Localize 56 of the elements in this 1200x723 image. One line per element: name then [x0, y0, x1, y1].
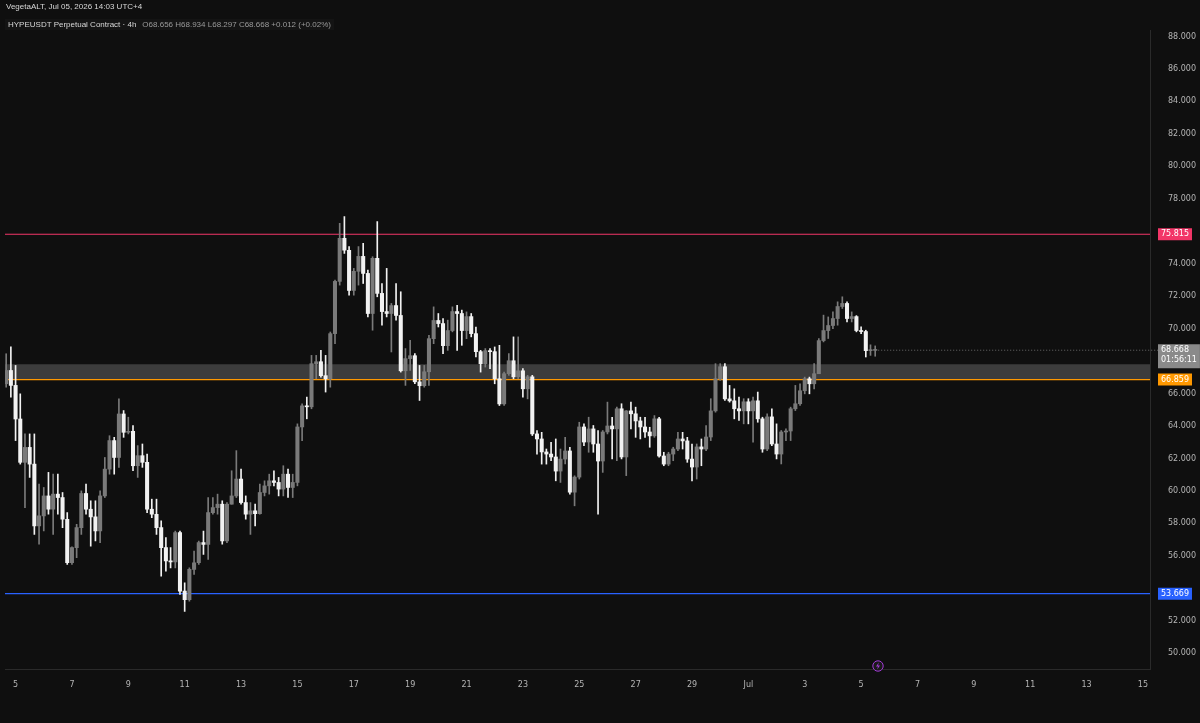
x-tick-label: 9: [971, 680, 977, 690]
y-tick-label: 52.000: [1168, 615, 1196, 625]
x-tick-label: 5: [858, 680, 864, 690]
x-tick-label: Jul: [742, 680, 754, 690]
text: 01:56:11: [1161, 355, 1197, 365]
chart-subtitle: O68.656 H68.934 L68.297 C68.668 +0.012 (+0.02%): [142, 20, 331, 29]
x-tick-label: 15: [292, 680, 303, 690]
text: VegetaALT, Jul 05, 2026 14:03 UTC+4: [6, 2, 143, 11]
y-tick-label: 64.000: [1168, 421, 1196, 431]
ref-line-label: 53.669: [1161, 588, 1189, 598]
candlestick: [516, 336, 521, 380]
y-tick-label: 66.000: [1168, 388, 1196, 398]
y-tick-label: 82.000: [1168, 128, 1196, 138]
y-tick-label: 74.000: [1168, 258, 1196, 268]
y-tick-label: 50.000: [1168, 648, 1196, 658]
x-tick-label: 7: [914, 680, 921, 690]
y-tick-label: 62.000: [1168, 453, 1196, 463]
x-tick-label: 29: [686, 680, 698, 690]
y-tick-label: 78.000: [1168, 193, 1196, 203]
x-tick-label: 15: [1137, 680, 1149, 690]
ref-line-label: 75.815: [1161, 229, 1189, 239]
candlestick: [455, 304, 460, 351]
y-tick-label: 56.000: [1168, 550, 1196, 560]
candlestick: [37, 483, 42, 545]
candlestick: [22, 433, 27, 508]
y-tick-label: 86.000: [1168, 64, 1196, 74]
annotation: 68.668: [1161, 345, 1189, 355]
x-tick-label: 13: [1081, 680, 1092, 690]
x-tick-label: 17: [348, 680, 359, 690]
y-tick-label: 80.000: [1168, 161, 1196, 171]
x-tick-label: 5: [13, 680, 19, 690]
x-tick-label: 11: [1025, 680, 1036, 690]
y-tick-label: 58.000: [1168, 518, 1196, 528]
y-tick-label: 72.000: [1168, 291, 1196, 301]
y-tick-label: 88.000: [1168, 31, 1196, 41]
x-tick-label: 25: [574, 680, 585, 690]
ref-line-label: 66.859: [1161, 374, 1189, 384]
candlestick: [596, 430, 601, 515]
y-tick-label: 60.000: [1168, 485, 1196, 495]
x-tick-label: 13: [235, 680, 247, 690]
candlestick: [126, 416, 131, 435]
candlestick: [304, 396, 309, 420]
y-tick-label: 84.000: [1168, 96, 1196, 106]
x-tick-label: 11: [179, 680, 190, 690]
candlestick: [689, 443, 695, 482]
candlestick: [736, 396, 741, 421]
x-tick-label: 19: [405, 680, 416, 690]
chart-title: HYPEUSDT Perpetual Contract · 4h: [8, 20, 137, 29]
x-tick-label: 27: [630, 680, 641, 690]
x-tick-label: 7: [69, 680, 75, 690]
x-tick-label: 3: [802, 680, 808, 690]
candlestick: [751, 396, 756, 443]
x-tick-label: 9: [125, 680, 131, 690]
x-tick-label: 21: [461, 680, 472, 690]
x-tick-label: 23: [517, 680, 528, 690]
y-tick-label: 70.000: [1168, 323, 1196, 333]
